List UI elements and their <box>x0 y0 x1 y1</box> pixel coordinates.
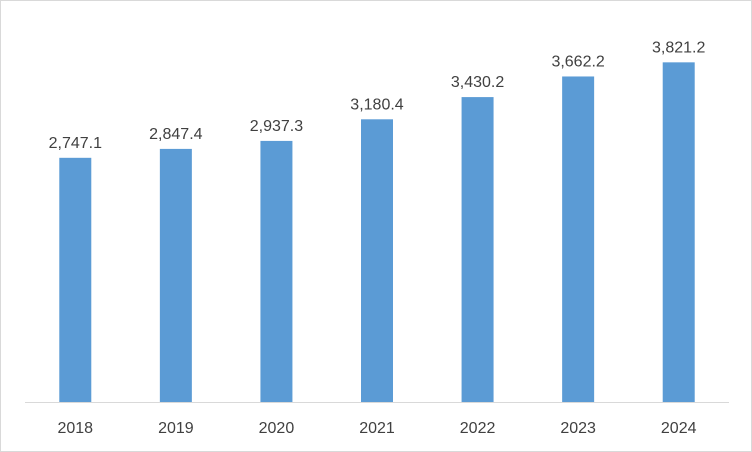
x-tick-label-2024: 2024 <box>661 420 697 437</box>
data-label-2021: 3,180.4 <box>350 96 403 113</box>
bar-2021 <box>361 119 393 403</box>
data-labels-group: 2,747.1 2,847.4 2,937.3 3,180.4 3,430.2 3,662… <box>49 39 706 151</box>
x-tick-label-2020: 2020 <box>259 420 295 437</box>
data-label-2018: 2,747.1 <box>49 135 102 152</box>
data-label-2024: 3,821.2 <box>652 39 705 56</box>
data-label-2020: 2,937.3 <box>250 118 303 135</box>
x-tick-label-2023: 2023 <box>560 420 596 437</box>
bar-2020 <box>260 140 293 402</box>
data-label-2022: 3,430.2 <box>451 74 504 91</box>
bars-group <box>59 62 695 403</box>
x-tick-labels-group: 2018 2019 2020 2021 2022 2023 2024 <box>57 420 696 437</box>
x-tick-label-2022: 2022 <box>460 420 496 437</box>
data-label-2023: 3,662.2 <box>551 53 604 70</box>
data-label-2019: 2,847.4 <box>149 126 202 143</box>
bar-2022 <box>461 97 494 402</box>
bar-2023 <box>562 76 595 402</box>
bar-2018 <box>59 157 92 402</box>
x-tick-label-2021: 2021 <box>359 420 395 437</box>
bar-2019 <box>159 148 192 402</box>
x-tick-label-2018: 2018 <box>57 420 93 437</box>
x-tick-label-2019: 2019 <box>158 420 194 437</box>
bar-2024 <box>662 62 695 403</box>
